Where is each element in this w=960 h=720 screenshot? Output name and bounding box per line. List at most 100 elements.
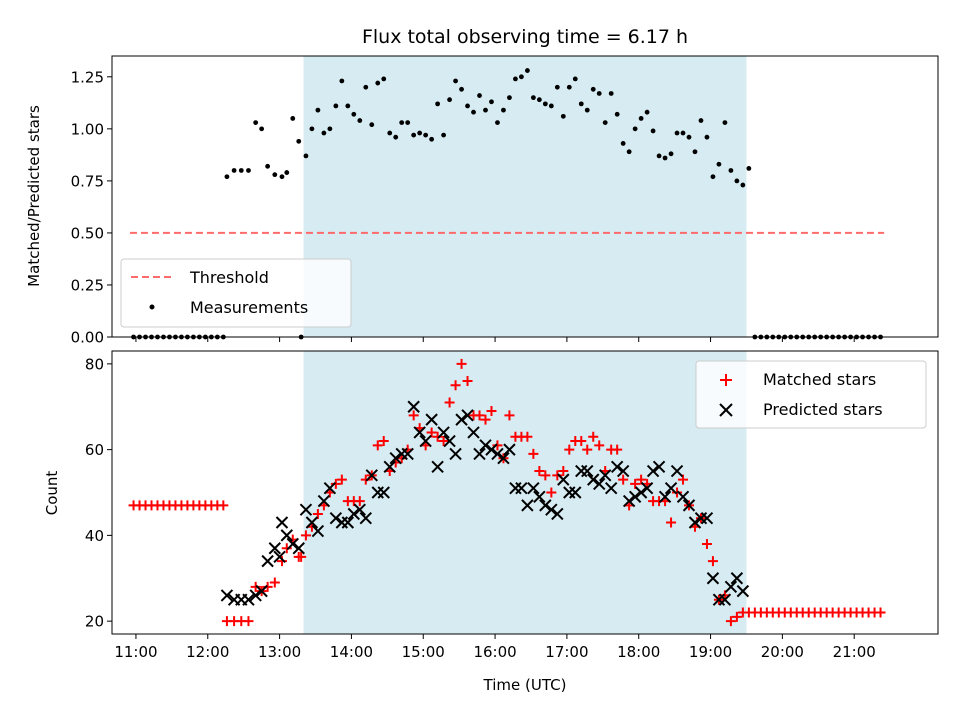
measurement-point xyxy=(548,103,554,109)
measurements-legend-label: Measurements xyxy=(190,298,308,317)
matched-star-point xyxy=(678,474,689,485)
measurement-point xyxy=(507,95,512,101)
predicted-star-point xyxy=(551,507,564,521)
matched-star-point xyxy=(725,616,736,627)
measurement-point xyxy=(620,141,626,146)
matched-star-point xyxy=(276,556,287,567)
measurement-point xyxy=(530,95,536,101)
threshold-legend-label: Threshold xyxy=(189,268,269,287)
top-x-ticks xyxy=(135,337,855,342)
predicted-star-point xyxy=(473,447,486,461)
top-shaded-region xyxy=(303,56,747,337)
matched-star-point xyxy=(582,444,593,455)
predicted-star-point xyxy=(317,494,331,508)
matched-star-point xyxy=(438,436,449,447)
predicted-star-point xyxy=(527,482,540,495)
measurement-point xyxy=(614,111,620,117)
matched-star-point xyxy=(378,436,389,447)
matched-star-point xyxy=(408,410,419,421)
top-y-ticks: 0.00 0.25 0.50 0.75 1.00 1.25 xyxy=(71,68,112,347)
matched-legend-label: Matched stars xyxy=(763,370,876,389)
predicted-star-point xyxy=(425,413,438,426)
matched-star-point xyxy=(558,466,569,477)
predicted-star-point xyxy=(581,464,594,478)
measurement-point xyxy=(327,126,333,132)
predicted-star-point xyxy=(718,593,732,606)
matched-star-point xyxy=(450,380,461,391)
predicted-star-point xyxy=(491,447,504,461)
predicted-star-point xyxy=(706,572,720,585)
y-tick-label: 1.00 xyxy=(71,120,104,138)
predicted-legend-swatch xyxy=(719,403,733,417)
matched-star-point xyxy=(564,444,575,455)
matched-star-point xyxy=(360,474,371,485)
x-tick-label: 18:00 xyxy=(617,643,660,661)
measurement-point xyxy=(734,178,740,184)
measurement-point xyxy=(638,116,644,121)
measurement-point xyxy=(253,120,259,126)
predicted-star-point xyxy=(604,482,618,495)
y-tick-label: 40 xyxy=(85,527,104,545)
top-title: Flux total observing time = 6.17 h xyxy=(362,26,688,48)
predicted-star-point xyxy=(273,550,286,564)
measurement-point xyxy=(393,134,399,140)
measurement-point xyxy=(238,168,244,173)
measurement-point xyxy=(608,91,614,96)
predicted-star-point xyxy=(261,554,274,568)
measurement-point xyxy=(590,86,596,92)
bottom-y-ticks: 20 40 60 80 xyxy=(85,355,112,631)
measurement-point xyxy=(495,120,500,126)
predicted-star-point xyxy=(616,464,630,478)
matched-star-point xyxy=(218,500,229,511)
measurement-point xyxy=(674,130,680,136)
x-tick-label: 17:00 xyxy=(545,643,588,661)
predicted-star-point xyxy=(286,537,299,551)
matched-star-point xyxy=(296,551,307,562)
matched-star-point xyxy=(456,358,467,369)
matched-star-point xyxy=(480,414,491,425)
matched-star-point xyxy=(372,440,383,451)
predicted-star-point xyxy=(268,542,282,555)
measurement-point xyxy=(524,68,530,73)
x-tick-label: 20:00 xyxy=(761,643,804,661)
predicted-star-point xyxy=(220,589,234,602)
x-tick-label: 11:00 xyxy=(114,643,157,661)
bottom-legend: Matched stars Predicted stars xyxy=(695,360,927,429)
matched-star-point xyxy=(300,530,311,541)
measurements-legend-swatch xyxy=(149,304,155,310)
predicted-star-point xyxy=(539,499,552,512)
matched-star-point xyxy=(312,508,323,519)
measurement-point xyxy=(315,107,321,113)
predicted-star-point xyxy=(461,409,474,422)
measurement-point xyxy=(290,116,296,121)
predicted-star-point xyxy=(407,400,420,413)
predicted-star-point xyxy=(255,584,268,598)
measurement-point xyxy=(542,101,548,107)
matched-star-point xyxy=(630,478,641,489)
measurement-point xyxy=(345,103,351,109)
predicted-star-point xyxy=(640,482,654,495)
predicted-star-point xyxy=(670,464,684,478)
predicted-star-point xyxy=(305,516,319,529)
predicted-star-point xyxy=(455,413,468,426)
measurement-point xyxy=(224,174,230,180)
measurement-point xyxy=(692,149,698,155)
measurement-point xyxy=(387,130,393,136)
matched-star-point xyxy=(594,440,605,451)
predicted-star-point xyxy=(419,434,432,448)
predicted-star-point xyxy=(299,503,313,516)
predicted-star-point xyxy=(341,516,355,529)
predicted-star-point xyxy=(736,584,750,598)
measurement-point xyxy=(536,97,542,103)
top-y-label: Matched/Predicted stars xyxy=(25,105,43,287)
x-tick-label: 13:00 xyxy=(258,643,301,661)
bottom-legend-box xyxy=(695,360,927,429)
top-plot-frame xyxy=(111,55,939,338)
measurement-point xyxy=(740,182,746,188)
predicted-star-point xyxy=(533,490,546,503)
predicted-star-point xyxy=(389,451,402,465)
measurement-point xyxy=(447,97,452,103)
predicted-star-point xyxy=(275,516,289,529)
predicted-star-point xyxy=(353,503,367,516)
